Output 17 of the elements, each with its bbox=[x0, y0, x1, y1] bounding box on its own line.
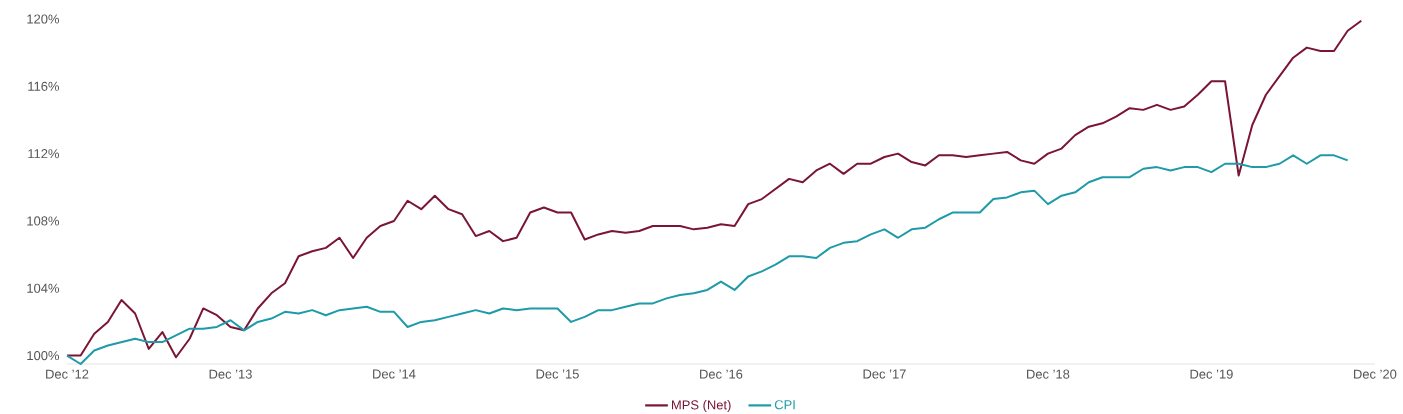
x-tick-label: Dec ’13 bbox=[209, 369, 252, 379]
y-tick-label: 108% bbox=[27, 216, 60, 226]
x-tick-label: Dec ’12 bbox=[46, 369, 89, 379]
legend-label: CPI bbox=[774, 400, 795, 410]
x-tick-label: Dec ’20 bbox=[1354, 369, 1397, 379]
y-tick-label: 120% bbox=[27, 14, 60, 24]
y-tick-label: 112% bbox=[28, 149, 60, 159]
x-tick-label: Dec ’15 bbox=[536, 369, 579, 379]
x-tick-label: Dec ’14 bbox=[373, 369, 416, 379]
x-tick-label: Dec ’19 bbox=[1190, 369, 1233, 379]
y-tick-label: 104% bbox=[27, 283, 60, 293]
legend-label: MPS (Net) bbox=[672, 399, 731, 413]
y-tick-label: 116% bbox=[28, 81, 60, 91]
x-tick-label: Dec ’18 bbox=[1027, 369, 1070, 379]
x-tick-label: Dec ’17 bbox=[863, 369, 906, 379]
y-tick-label: 100% bbox=[27, 351, 60, 361]
x-tick-label: Dec ’16 bbox=[700, 369, 743, 379]
